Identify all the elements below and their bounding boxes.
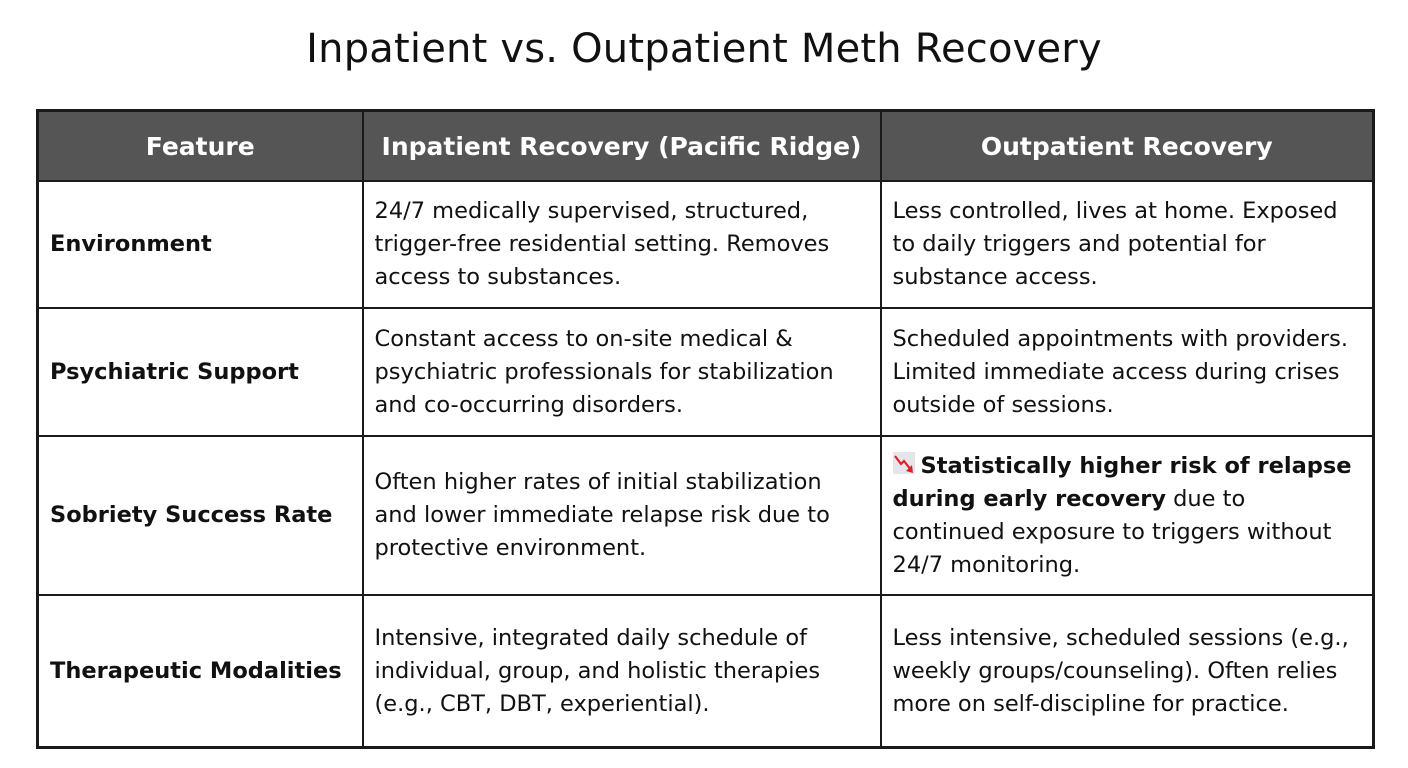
- inpatient-cell: Intensive, integrated daily schedule of …: [361, 594, 882, 749]
- table-row: Sobriety Success Rate Often higher rates…: [36, 435, 1375, 596]
- outpatient-cell: Statistically higher risk of relapse dur…: [879, 435, 1375, 596]
- inpatient-cell: Constant access to on-site medical & psy…: [361, 307, 882, 437]
- feature-cell: Sobriety Success Rate: [36, 435, 364, 596]
- feature-cell: Therapeutic Modalities: [36, 594, 364, 749]
- outpatient-text: due to continued exposure to triggers wi…: [892, 485, 1332, 578]
- header-outpatient: Outpatient Recovery: [879, 109, 1375, 182]
- feature-cell: Psychiatric Support: [36, 307, 364, 437]
- relapse-risk-highlight: Statistically higher risk of relapse dur…: [892, 452, 1352, 512]
- table-row: Environment 24/7 medically supervised, s…: [36, 180, 1375, 309]
- header-feature: Feature: [36, 109, 364, 182]
- page-title: Inpatient vs. Outpatient Meth Recovery: [306, 26, 1102, 72]
- feature-cell: Environment: [36, 180, 364, 309]
- outpatient-cell: Scheduled appointments with providers. L…: [879, 307, 1375, 437]
- chart-decreasing-icon: [892, 451, 915, 474]
- table-row: Therapeutic Modalities Intensive, integr…: [36, 594, 1375, 749]
- inpatient-cell: 24/7 medically supervised, structured, t…: [361, 180, 882, 309]
- outpatient-cell: Less intensive, scheduled sessions (e.g.…: [879, 594, 1375, 749]
- inpatient-cell: Often higher rates of initial stabilizat…: [361, 435, 882, 596]
- table-header-row: Feature Inpatient Recovery (Pacific Ridg…: [36, 109, 1375, 182]
- outpatient-cell: Less controlled, lives at home. Exposed …: [879, 180, 1375, 309]
- header-inpatient: Inpatient Recovery (Pacific Ridge): [361, 109, 882, 182]
- table-row: Psychiatric Support Constant access to o…: [36, 307, 1375, 437]
- comparison-table: Feature Inpatient Recovery (Pacific Ridg…: [36, 109, 1375, 749]
